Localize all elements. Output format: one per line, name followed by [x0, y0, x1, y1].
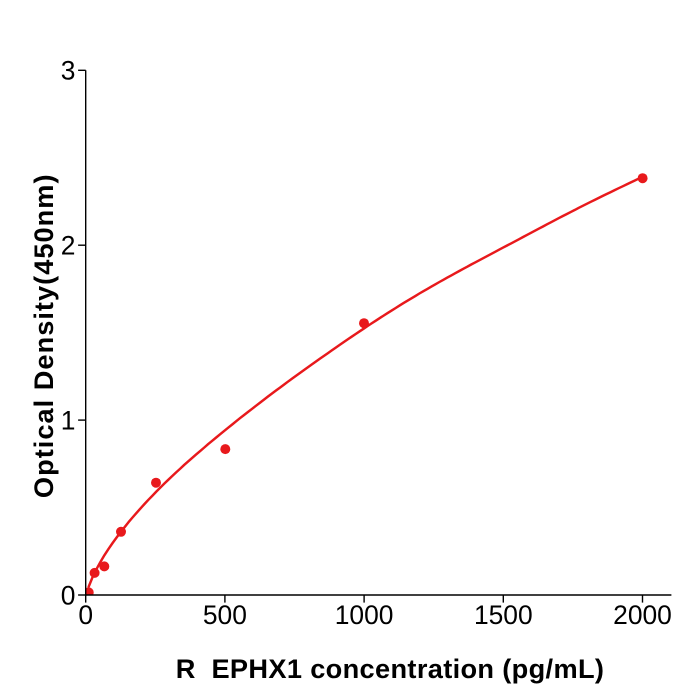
svg-text:2000: 2000	[613, 600, 672, 630]
svg-text:1: 1	[61, 405, 76, 435]
svg-text:R EPHX1 concentration (pg/mL): R EPHX1 concentration (pg/mL)	[176, 653, 605, 684]
svg-text:500: 500	[203, 600, 247, 630]
svg-text:3: 3	[61, 56, 76, 86]
svg-text:Optical Density(450nm): Optical Density(450nm)	[28, 173, 59, 498]
svg-text:0: 0	[61, 580, 76, 610]
svg-text:2: 2	[61, 231, 76, 261]
svg-text:1500: 1500	[474, 600, 533, 630]
svg-text:1000: 1000	[335, 600, 394, 630]
svg-text:0: 0	[78, 600, 93, 630]
